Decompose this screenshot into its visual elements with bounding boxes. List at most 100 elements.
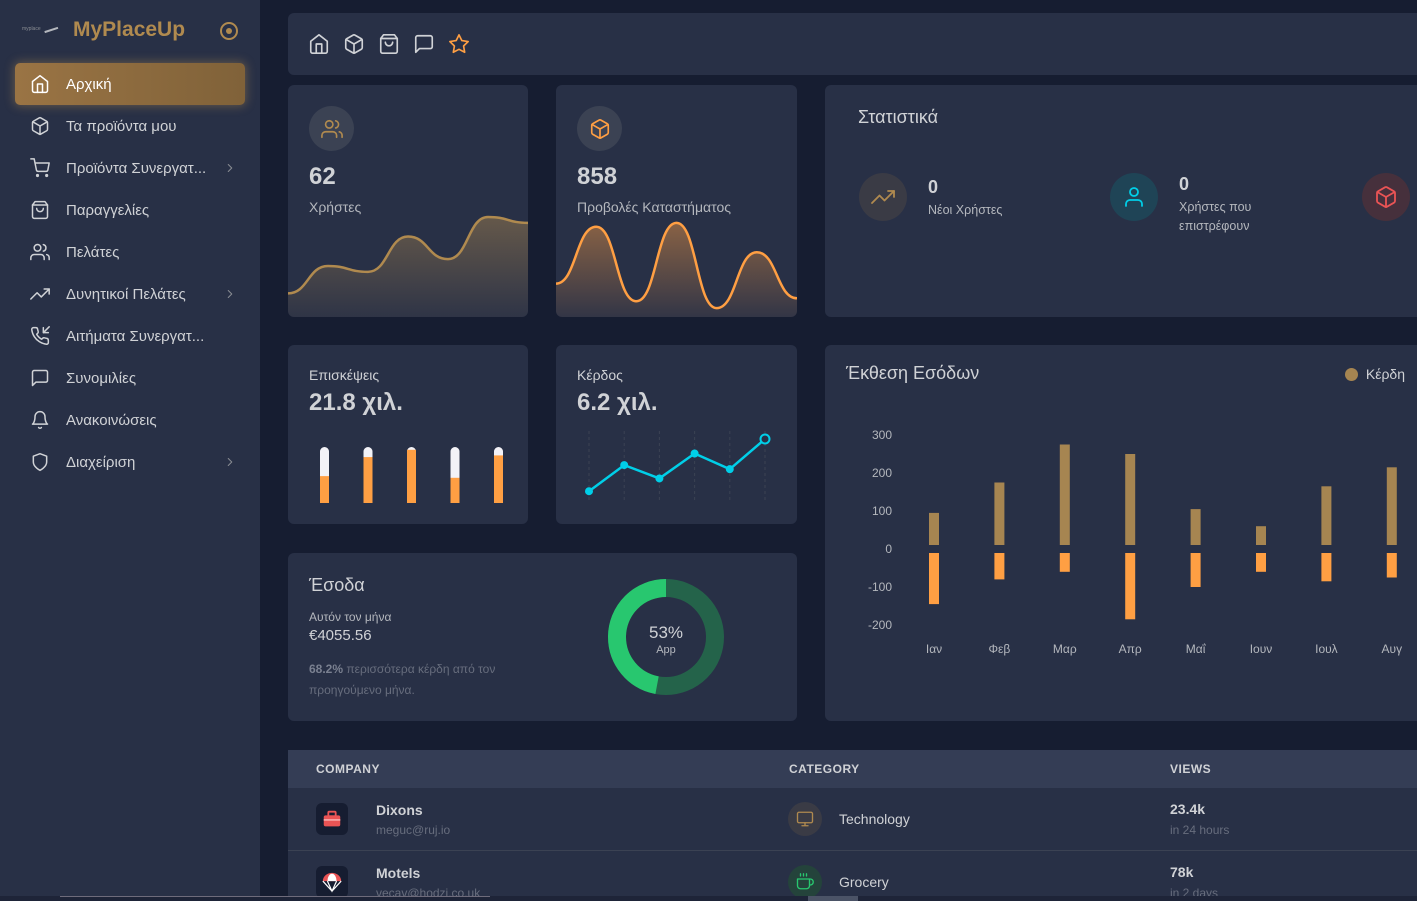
sidebar-item-label: Προϊόντα Συνεργατ... (66, 159, 207, 177)
home-icon[interactable] (308, 32, 343, 56)
sidebar-item-admin[interactable]: Διαχείριση (15, 441, 245, 483)
box-icon[interactable] (343, 32, 378, 56)
revenue-bar-positive (1190, 509, 1201, 545)
company-email: meguc@ruj.io (376, 823, 451, 837)
brand[interactable]: myplace MyPlaceUp (22, 18, 185, 42)
cart-icon (30, 158, 50, 178)
y-tick-label: -100 (868, 580, 892, 594)
table-header: COMPANY CATEGORY VIEWS (288, 750, 1417, 788)
users-card: 62 Χρήστες (288, 85, 528, 317)
sidebar-item-leads[interactable]: Δυνητικοί Πελάτες (15, 273, 245, 315)
scrollbar-thumb[interactable] (808, 896, 858, 901)
visits-card: Επισκέψεις 21.8 χιλ. (288, 345, 528, 524)
store-views-count: 858 (577, 163, 618, 190)
users-area-chart (288, 215, 528, 317)
data-point (690, 449, 699, 458)
area-fill (288, 216, 528, 317)
revenue-bar-positive (1321, 486, 1332, 545)
trending-up-icon (859, 173, 907, 221)
visits-bar (494, 455, 503, 503)
donut-percent: 53% (648, 623, 684, 642)
users-icon (320, 119, 343, 138)
stat-label: Χρήστες που επιστρέφουν (1179, 200, 1252, 233)
sidebar-item-my-products[interactable]: Τα προϊόντα μου (15, 105, 245, 147)
revenue-bar-chart: 300 200 100 0 -100 -200 Ιαν Φεβ Μαρ Απρ Μαΐ Ιουν Ιου… (868, 428, 1403, 656)
profit-value: 6.2 χιλ. (577, 389, 658, 416)
user-icon (1110, 173, 1158, 221)
stat-value: 0 (928, 177, 939, 197)
store-views-card: 858 Προβολές Καταστήματος (556, 85, 797, 317)
monitor-icon (788, 802, 822, 836)
sidebar-item-home[interactable]: Αρχική (15, 63, 245, 105)
chevron-right-icon (223, 161, 237, 175)
revenue-bar-positive (929, 512, 939, 545)
profit-label: Κέρδος (577, 367, 623, 383)
stat-value: 0 (1179, 174, 1190, 194)
users-icon (30, 243, 50, 261)
revenue-bar-negative (994, 553, 1005, 580)
earnings-period: Αυτόν τον μήνα (309, 610, 392, 624)
company-name: Motels (376, 865, 421, 881)
visits-value: 21.8 χιλ. (309, 389, 403, 416)
revenue-bar-positive (1386, 467, 1397, 545)
x-tick-label: Φεβ (988, 642, 1010, 656)
revenue-bar-positive (1125, 454, 1136, 545)
shopping-bag-icon[interactable] (378, 32, 413, 56)
sidebar-item-customers[interactable]: Πελάτες (15, 231, 245, 273)
sidebar-item-label: Διαχείριση (66, 453, 136, 471)
y-tick-label: 200 (872, 466, 892, 480)
series-line (556, 221, 797, 310)
sidebar-item-label: Αιτήματα Συνεργατ... (66, 327, 205, 345)
users-avatar (309, 106, 354, 151)
sidebar: myplace MyPlaceUp Αρχική Τα προϊόντα μου… (0, 0, 260, 901)
users-label: Χρήστες (309, 199, 362, 215)
earnings-note-text: περισσότερα κέρδη από τον προηγούμενο μή… (309, 662, 496, 697)
data-point (620, 461, 629, 470)
revenue-bar-negative (1125, 553, 1136, 620)
visits-bar (320, 476, 329, 503)
sidebar-item-chats[interactable]: Συνομιλίες (15, 357, 245, 399)
phone-incoming-icon (31, 326, 50, 345)
earnings-title: Έσοδα (309, 575, 365, 595)
x-tick-label: Ιουλ (1315, 642, 1338, 656)
views-time: in 24 hours (1170, 823, 1230, 837)
visits-bar (407, 449, 416, 503)
top-navbar (288, 13, 1417, 75)
series-line (288, 215, 528, 295)
category-name: Technology (839, 811, 910, 827)
sidebar-item-label: Αρχική (66, 75, 112, 93)
sidebar-item-label: Πελάτες (66, 243, 120, 261)
parachute-icon (316, 866, 348, 898)
sidebar-item-partner-products[interactable]: Προϊόντα Συνεργατ... (15, 147, 245, 189)
shield-icon (32, 452, 48, 472)
box-icon (590, 118, 609, 139)
chevron-right-icon (223, 455, 237, 469)
profit-line-chart (585, 431, 771, 503)
x-tick-label: Αυγ (1382, 642, 1403, 656)
sidebar-item-announcements[interactable]: Ανακοινώσεις (15, 399, 245, 441)
revenue-report-card: Έκθεση Εσόδων Κέρδη 300 200 100 0 -100 -200 Ια… (825, 345, 1417, 721)
data-point (725, 465, 734, 474)
table-row[interactable]: Motels vecav@hodzi.co.uk Grocery 78k in … (288, 851, 1417, 901)
statistics-title: Στατιστικά (858, 107, 939, 127)
earnings-note-pct: 68.2% (309, 662, 344, 676)
earnings-card: Έσοδα Αυτόν τον μήνα €4055.56 68.2% περι… (288, 553, 797, 721)
revenue-bar-positive (994, 482, 1005, 545)
sidebar-item-partner-requests[interactable]: Αιτήματα Συνεργατ... (15, 315, 245, 357)
revenue-bar-negative (1256, 553, 1266, 572)
y-tick-label: 100 (872, 504, 892, 518)
sidebar-item-label: Ανακοινώσεις (66, 411, 157, 429)
views-count: 23.4k (1170, 801, 1206, 817)
column-header-views: VIEWS (1170, 762, 1212, 776)
message-square-icon[interactable] (413, 32, 448, 56)
star-icon[interactable] (448, 32, 483, 56)
table-row[interactable]: Dixons meguc@ruj.io Technology 23.4k in … (288, 788, 1417, 851)
sidebar-item-orders[interactable]: Παραγγελίες (15, 189, 245, 231)
revenue-bar-negative (1190, 553, 1201, 587)
horizontal-scrollbar[interactable] (0, 896, 1417, 901)
data-point (585, 487, 593, 496)
legend-label: Κέρδη (1365, 366, 1405, 382)
revenue-title: Έκθεση Εσόδων (846, 363, 980, 383)
sidebar-toggle-icon[interactable] (220, 22, 238, 40)
sidebar-item-label: Παραγγελίες (66, 201, 150, 219)
